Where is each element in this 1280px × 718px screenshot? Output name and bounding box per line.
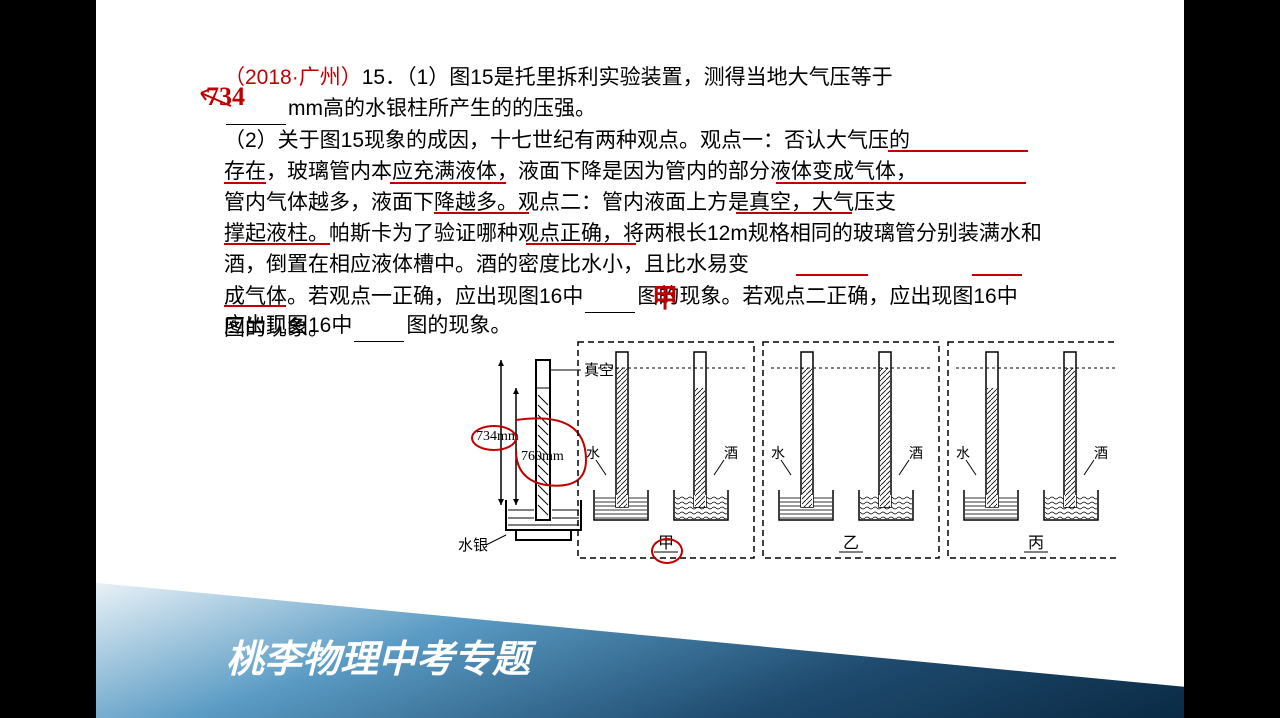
ul-u7 [796, 274, 868, 276]
qnum: 15． [362, 66, 406, 89]
svg-text:丙: 丙 [1028, 535, 1044, 552]
figure-16: 水 酒 甲 水 酒 [396, 340, 1116, 565]
footer-title: 桃李物理中考专题 [226, 628, 530, 683]
svg-text:乙: 乙 [843, 535, 859, 552]
ul-u1 [390, 182, 506, 184]
blank-3 [354, 310, 404, 342]
svg-text:酒: 酒 [909, 446, 923, 462]
slide: （2018·广州）15．（1）图15是托里拆利实验装置，测得当地大气压等于 mm… [96, 0, 1184, 718]
ul-u3 [434, 212, 529, 214]
ul-u2 [776, 182, 1026, 184]
svg-text:水: 水 [956, 446, 970, 462]
svg-text:水: 水 [586, 446, 600, 462]
annot-jia: 甲 [652, 278, 678, 315]
ul-u4 [736, 212, 852, 214]
ul-u8 [972, 274, 1022, 276]
blank-2 [585, 281, 635, 313]
ul-u5 [224, 243, 330, 245]
question-text: （2018·广州）15．（1）图15是托里拆利实验装置，测得当地大气压等于 mm… [224, 62, 1054, 344]
ul-v1a [888, 150, 1028, 152]
ul-u8b [224, 305, 286, 307]
ul-v1b [224, 182, 266, 184]
svg-text:酒: 酒 [724, 446, 738, 462]
ul-u6 [526, 243, 636, 245]
svg-text:酒: 酒 [1094, 446, 1108, 462]
annot-circle-jia-icon [651, 538, 683, 564]
svg-text:水: 水 [771, 446, 785, 462]
annot-arrow-icon [196, 88, 236, 118]
